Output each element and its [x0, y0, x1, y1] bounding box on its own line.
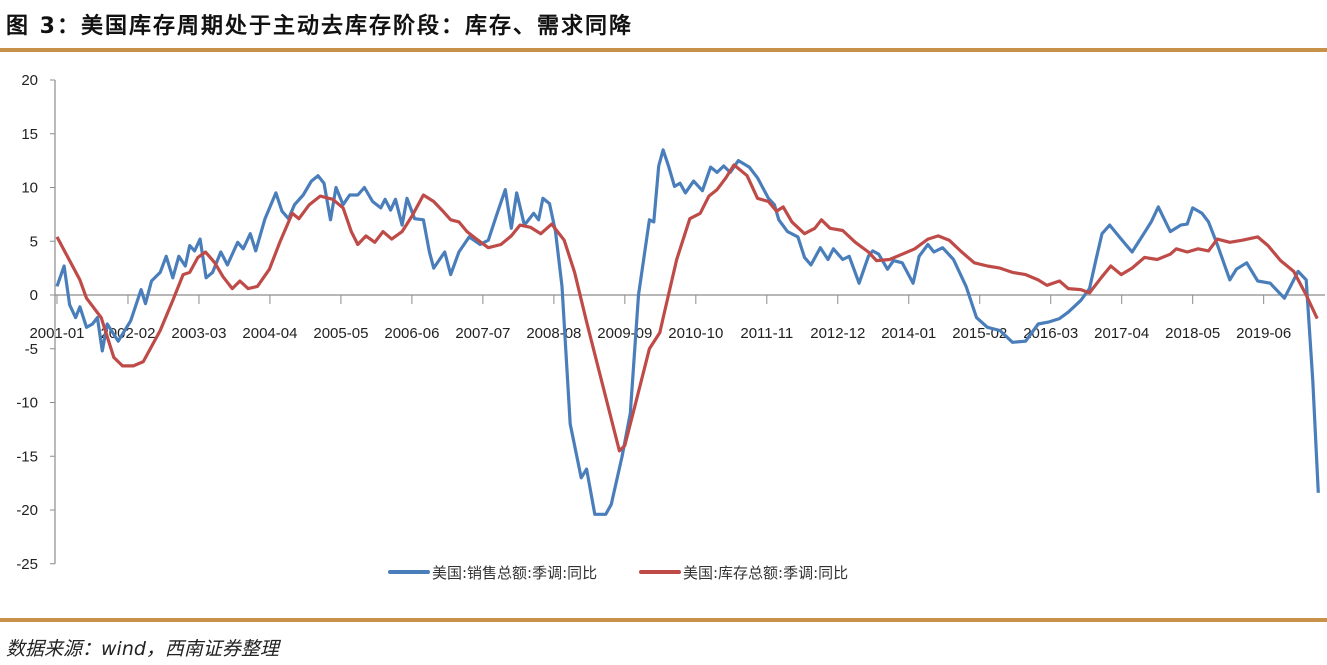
x-tick-label: 2001-01	[29, 325, 84, 342]
y-tick-label: 0	[30, 287, 38, 304]
x-tick-label: 2010-10	[668, 325, 723, 342]
y-tick-label: -10	[16, 395, 38, 412]
x-tick-label: 2008-08	[526, 325, 581, 342]
x-tick-label: 2011-11	[740, 325, 793, 342]
top-rule	[0, 48, 1327, 52]
x-tick-label: 2003-03	[171, 325, 226, 342]
x-tick-label: 2005-05	[313, 325, 368, 342]
inventory-yoy-line	[55, 163, 1319, 453]
x-tick-label: 2007-07	[455, 325, 510, 342]
x-tick-label: 2004-04	[242, 325, 297, 342]
y-tick-label: -20	[16, 502, 38, 519]
x-tick-label: 2006-06	[384, 325, 439, 342]
series-lines	[55, 148, 1320, 516]
legend: 美国:销售总额:季调:同比 美国:库存总额:季调:同比	[388, 564, 848, 582]
x-tick-label: 2016-03	[1023, 325, 1078, 342]
y-tick-label: 5	[30, 233, 38, 250]
source-note: 数据来源：wind，西南证券整理	[6, 638, 279, 660]
x-tick-label: 2017-04	[1094, 325, 1149, 342]
legend-label-inventory: 美国:库存总额:季调:同比	[683, 564, 848, 582]
y-tick-label: -15	[16, 448, 38, 465]
x-tick-label: 2018-05	[1165, 325, 1220, 342]
x-tick-label: 2009-09	[597, 325, 652, 342]
y-tick-label: -5	[25, 341, 38, 358]
y-tick-label: 10	[21, 180, 38, 197]
y-tick-label: -25	[16, 556, 38, 573]
y-tick-label: 20	[21, 72, 38, 89]
figure-title: 图 3：美国库存周期处于主动去库存阶段：库存、需求同降	[6, 14, 633, 39]
x-tick-label: 2014-01	[881, 325, 936, 342]
x-tick-label: 2015-02	[952, 325, 1007, 342]
y-tick-label: 15	[21, 126, 38, 143]
x-tick-label: 2012-12	[810, 325, 865, 342]
legend-label-sales: 美国:销售总额:季调:同比	[432, 564, 597, 582]
x-tick-label: 2019-06	[1236, 325, 1291, 342]
bottom-rule	[0, 618, 1327, 622]
